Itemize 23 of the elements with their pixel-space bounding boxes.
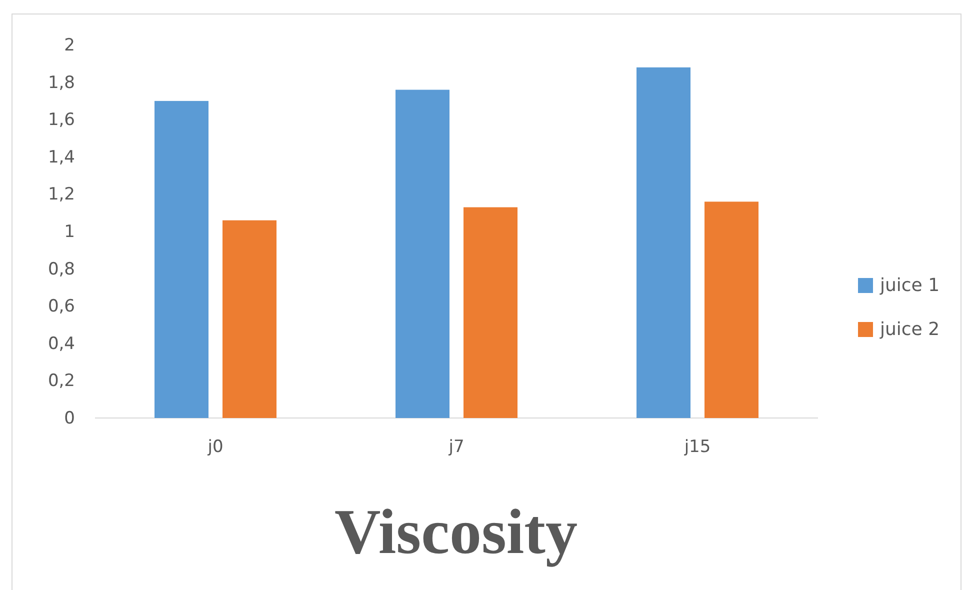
x-tick-label: j0: [206, 437, 224, 458]
legend-label: juice 1: [879, 275, 940, 296]
y-tick-label: 0,8: [48, 259, 75, 280]
text: Viscosity: [334, 496, 578, 567]
bar: [704, 202, 758, 418]
bar: [464, 207, 518, 418]
y-tick-label: 2: [64, 35, 75, 56]
y-tick-label: 1,2: [48, 184, 75, 205]
y-tick-label: 0,6: [48, 296, 75, 317]
x-tick-label: j7: [448, 437, 464, 458]
y-tick-label: 1: [64, 222, 75, 242]
y-tick-label: 1,4: [48, 147, 75, 168]
y-tick-label: 0,4: [48, 334, 75, 354]
bar: [636, 67, 690, 418]
bar: [154, 100, 208, 418]
y-tick-label: 1,6: [48, 110, 75, 130]
y-tick-label: 0: [64, 408, 75, 428]
x-tick-label: j15: [683, 437, 711, 458]
y-tick-label: 0,2: [48, 371, 75, 392]
bar: [396, 90, 450, 418]
bar: [222, 220, 276, 418]
y-tick-label: 1,8: [48, 72, 75, 93]
legend-label: juice 2: [879, 319, 940, 340]
